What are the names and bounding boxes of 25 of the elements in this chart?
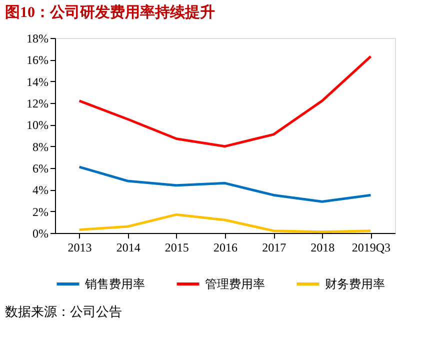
line-series bbox=[78, 166, 372, 203]
x-tick-label: 2016 bbox=[214, 240, 238, 254]
legend-label: 销售费用率 bbox=[84, 277, 145, 291]
y-tick-label: 8% bbox=[32, 140, 48, 154]
y-tick-label: 12% bbox=[26, 96, 48, 110]
x-tick-label: 2014 bbox=[116, 240, 140, 254]
x-tick-label: 2015 bbox=[164, 240, 189, 254]
x-tick-label: 2013 bbox=[68, 240, 92, 254]
y-tick-label: 2% bbox=[32, 204, 48, 219]
line-series bbox=[78, 55, 372, 148]
y-tick-label: 0% bbox=[32, 226, 48, 240]
x-tick-label: 2018 bbox=[310, 240, 335, 254]
x-tick-label: 2017 bbox=[262, 240, 286, 254]
y-tick-label: 14% bbox=[26, 74, 48, 89]
chart-title: 图10：公司研发费用率持续提升 bbox=[5, 3, 215, 21]
source-note: 数据来源：公司公告 bbox=[5, 304, 122, 319]
y-tick-label: 10% bbox=[26, 118, 48, 132]
y-tick-label: 6% bbox=[32, 162, 48, 176]
y-tick-label: 16% bbox=[26, 53, 48, 68]
x-tick-label: 2019Q3 bbox=[352, 240, 391, 254]
line-series bbox=[78, 213, 372, 234]
y-tick-label: 18% bbox=[26, 32, 48, 46]
y-tick-label: 4% bbox=[32, 183, 48, 198]
legend-label: 管理费用率 bbox=[205, 277, 265, 291]
legend-label: 财务费用率 bbox=[325, 277, 385, 291]
